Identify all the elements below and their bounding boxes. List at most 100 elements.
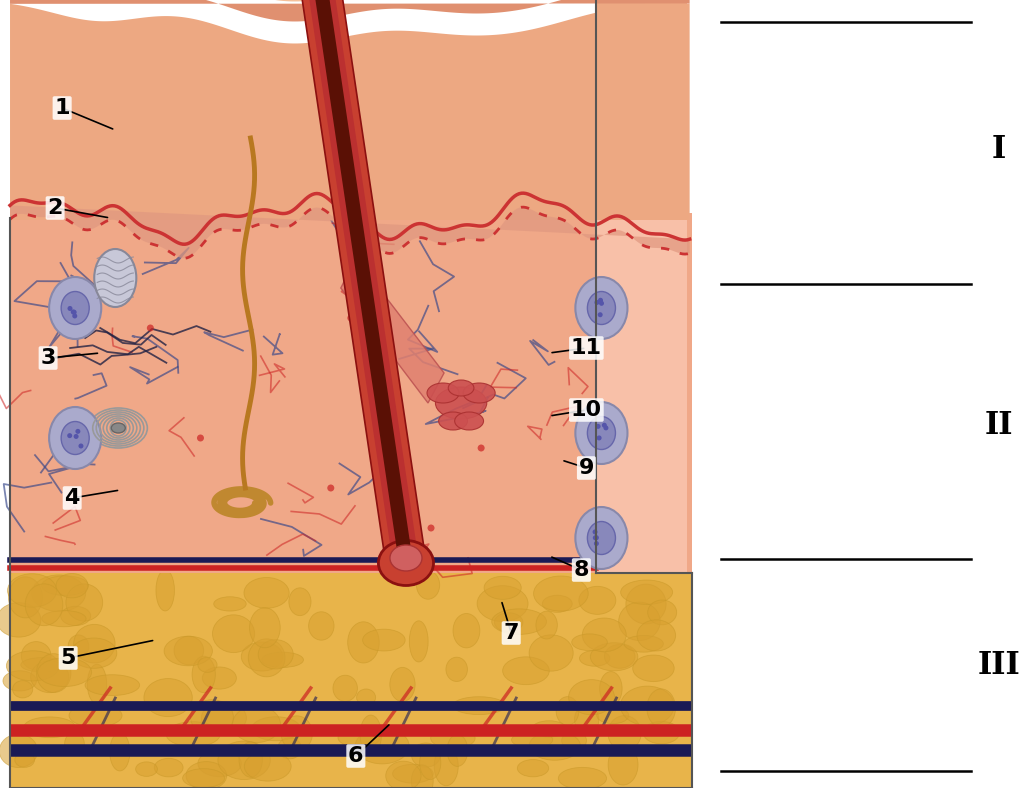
Ellipse shape <box>348 622 379 663</box>
Ellipse shape <box>74 434 79 439</box>
Ellipse shape <box>61 422 89 455</box>
Ellipse shape <box>360 715 382 754</box>
Text: 3: 3 <box>40 348 55 368</box>
Bar <box>596 160 687 220</box>
Ellipse shape <box>338 728 380 747</box>
Text: 10: 10 <box>570 400 602 420</box>
Ellipse shape <box>202 702 247 734</box>
Ellipse shape <box>575 402 628 464</box>
Ellipse shape <box>420 746 440 779</box>
Ellipse shape <box>85 675 139 696</box>
Ellipse shape <box>608 745 638 785</box>
Ellipse shape <box>49 277 101 339</box>
Ellipse shape <box>647 689 676 727</box>
Ellipse shape <box>492 609 547 634</box>
Ellipse shape <box>69 704 122 727</box>
Ellipse shape <box>531 721 566 737</box>
Ellipse shape <box>543 595 572 612</box>
Ellipse shape <box>625 635 664 652</box>
Text: 8: 8 <box>573 560 589 580</box>
Ellipse shape <box>608 716 641 751</box>
Ellipse shape <box>600 671 623 705</box>
Ellipse shape <box>597 707 629 723</box>
Ellipse shape <box>328 485 334 492</box>
Text: 5: 5 <box>60 648 76 668</box>
Ellipse shape <box>12 681 33 698</box>
Ellipse shape <box>355 728 410 764</box>
Ellipse shape <box>8 577 42 618</box>
Ellipse shape <box>218 741 270 779</box>
Ellipse shape <box>232 706 281 742</box>
Ellipse shape <box>556 697 579 725</box>
Ellipse shape <box>0 603 41 637</box>
Ellipse shape <box>447 734 468 767</box>
Ellipse shape <box>6 651 59 681</box>
Ellipse shape <box>484 576 521 600</box>
Ellipse shape <box>598 312 603 318</box>
Ellipse shape <box>392 764 433 783</box>
Ellipse shape <box>74 624 115 663</box>
Ellipse shape <box>558 768 606 788</box>
Ellipse shape <box>379 541 433 585</box>
Text: 6: 6 <box>348 746 364 766</box>
Text: 7: 7 <box>504 623 519 643</box>
Ellipse shape <box>245 752 291 781</box>
Ellipse shape <box>72 310 77 314</box>
Ellipse shape <box>68 306 73 311</box>
Ellipse shape <box>637 620 676 651</box>
Ellipse shape <box>213 615 255 652</box>
Ellipse shape <box>242 642 283 671</box>
Ellipse shape <box>598 298 603 303</box>
Bar <box>10 573 691 788</box>
Ellipse shape <box>427 383 459 403</box>
Ellipse shape <box>356 689 376 706</box>
Ellipse shape <box>574 704 599 734</box>
Text: 9: 9 <box>579 458 594 478</box>
Polygon shape <box>308 0 419 565</box>
Ellipse shape <box>477 444 484 452</box>
Ellipse shape <box>594 535 599 541</box>
Ellipse shape <box>604 645 635 668</box>
Ellipse shape <box>38 658 91 686</box>
Ellipse shape <box>588 292 615 325</box>
Ellipse shape <box>190 700 233 734</box>
Ellipse shape <box>0 734 38 768</box>
Ellipse shape <box>68 433 73 438</box>
Ellipse shape <box>144 678 193 716</box>
Ellipse shape <box>591 643 638 671</box>
Polygon shape <box>313 0 413 564</box>
Ellipse shape <box>571 634 607 651</box>
Ellipse shape <box>580 650 610 666</box>
Ellipse shape <box>503 657 549 685</box>
Ellipse shape <box>71 638 117 668</box>
Ellipse shape <box>94 249 136 307</box>
Text: 11: 11 <box>571 338 602 358</box>
Polygon shape <box>10 206 689 258</box>
Ellipse shape <box>603 426 608 430</box>
Polygon shape <box>10 0 689 2</box>
Ellipse shape <box>164 636 212 666</box>
Ellipse shape <box>66 584 102 621</box>
Bar <box>596 213 687 573</box>
Ellipse shape <box>453 614 480 648</box>
Ellipse shape <box>529 731 581 760</box>
Ellipse shape <box>166 722 220 747</box>
Text: 1: 1 <box>54 98 70 118</box>
Ellipse shape <box>186 761 226 788</box>
Ellipse shape <box>390 667 415 701</box>
Ellipse shape <box>24 717 76 738</box>
Ellipse shape <box>438 412 468 430</box>
Ellipse shape <box>146 325 154 332</box>
Text: 2: 2 <box>47 198 62 218</box>
Ellipse shape <box>453 697 506 715</box>
Ellipse shape <box>31 661 69 693</box>
Ellipse shape <box>597 436 602 440</box>
Ellipse shape <box>529 635 573 671</box>
Ellipse shape <box>203 667 237 690</box>
Ellipse shape <box>248 639 285 677</box>
Ellipse shape <box>193 656 215 693</box>
Ellipse shape <box>412 765 433 788</box>
Ellipse shape <box>643 722 680 744</box>
Ellipse shape <box>197 434 204 441</box>
Ellipse shape <box>579 586 615 615</box>
